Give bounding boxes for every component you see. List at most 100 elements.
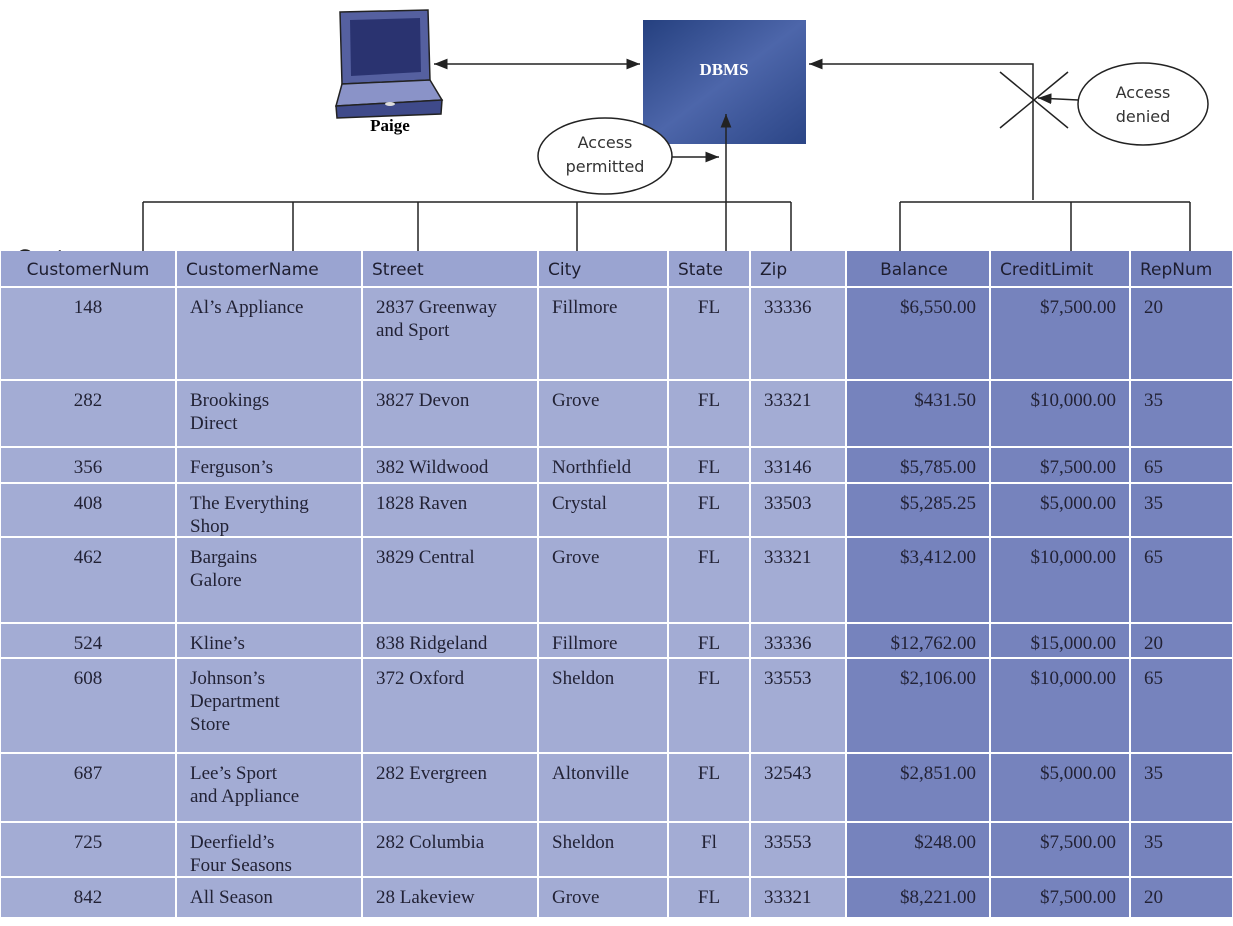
cell-text: 372 Oxford — [376, 668, 465, 689]
table-cell — [669, 448, 749, 482]
cell-text: 35 — [1144, 390, 1163, 411]
table-cell — [1, 878, 175, 917]
cell-text: Fl — [701, 832, 717, 853]
table-cell — [1131, 823, 1232, 876]
table-cell — [539, 659, 667, 752]
cell-text: 148 — [74, 297, 103, 318]
cell-line: and Sport — [376, 320, 450, 341]
table-cell — [991, 659, 1129, 752]
table-cell — [1, 484, 175, 536]
cell-text: FL — [698, 297, 720, 318]
cell-text: $7,500.00 — [1040, 887, 1116, 908]
table-cell — [1131, 754, 1232, 821]
table-cell — [1131, 381, 1232, 446]
cell-text: 33146 — [764, 457, 812, 478]
cell-text: 33553 — [764, 668, 812, 689]
cell-text: $7,500.00 — [1040, 457, 1116, 478]
cell-text: 524 — [74, 633, 103, 654]
table-cell — [669, 823, 749, 876]
table-cell — [1131, 448, 1232, 482]
cell-text: 65 — [1144, 457, 1163, 478]
table-cell — [177, 288, 361, 379]
cell-text: 1828 Raven — [376, 493, 468, 514]
table-cell — [177, 659, 361, 752]
table-cell — [991, 878, 1129, 917]
cell-text: Brookings Direct — [190, 390, 269, 434]
cell-text: 382 Wildwood — [376, 457, 489, 478]
table-cell — [1131, 624, 1232, 657]
table-cell — [363, 538, 537, 622]
table-cell — [751, 823, 845, 876]
table-cell — [991, 624, 1129, 657]
cell-text: 20 — [1144, 887, 1163, 908]
cell-text: Kline’s — [190, 633, 245, 654]
cell-line: Four Seasons — [190, 855, 292, 876]
table-cell — [847, 754, 989, 821]
cell-text: Fillmore — [552, 297, 617, 318]
cell-text: 28 Lakeview — [376, 887, 475, 908]
cell-text: 408 — [74, 493, 103, 514]
table-cell — [991, 288, 1129, 379]
table-cell — [539, 288, 667, 379]
cell-text: Grove — [552, 390, 599, 411]
customer-table: CustomerNum CustomerName Street City State Zi… — [1, 251, 1232, 917]
cell-text: 35 — [1144, 763, 1163, 784]
cell-text: 33503 — [764, 493, 812, 514]
table-cell — [847, 484, 989, 536]
table-cell — [177, 484, 361, 536]
cell-text: Sheldon — [552, 832, 615, 853]
dbms-label: DBMS — [699, 60, 748, 79]
cell-text: FL — [698, 457, 720, 478]
cell-text: FL — [698, 547, 720, 568]
cell-text: 356 — [74, 457, 103, 478]
cell-text: $248.00 — [914, 832, 976, 853]
table-cell — [1, 448, 175, 482]
laptop-icon — [335, 9, 444, 119]
table-cell — [177, 624, 361, 657]
header-cell — [991, 251, 1129, 286]
table-cell — [669, 288, 749, 379]
callout — [537, 117, 673, 195]
cell-text: $5,000.00 — [1040, 763, 1116, 784]
table-cell — [751, 878, 845, 917]
table-cell — [991, 754, 1129, 821]
table-cell — [1, 823, 175, 876]
cell-text: $8,221.00 — [900, 887, 976, 908]
cross — [999, 71, 1069, 129]
table-cell — [363, 659, 537, 752]
cell-text: Fillmore — [552, 633, 617, 654]
cell-text: Johnson’s Department Store — [190, 668, 280, 735]
cell-text: 33321 — [764, 547, 812, 568]
cell-text: 33321 — [764, 390, 812, 411]
header-text: Balance — [880, 260, 948, 280]
header-cell — [363, 251, 537, 286]
header-text: CreditLimit — [1000, 260, 1094, 280]
table-cell — [363, 624, 537, 657]
cell-text: 282 — [74, 390, 103, 411]
cell-text: 33321 — [764, 887, 812, 908]
cell-text: $10,000.00 — [1031, 390, 1117, 411]
cell-text: FL — [698, 390, 720, 411]
cell-line: Store — [190, 714, 230, 735]
header-cell — [1, 251, 175, 286]
table-cell — [669, 659, 749, 752]
header-text: RepNum — [1140, 260, 1212, 280]
cell-text: 725 — [74, 832, 103, 853]
table-cell — [539, 448, 667, 482]
cell-line: Lee’s Sport — [190, 763, 278, 784]
table-cell — [669, 754, 749, 821]
table-cell — [1, 538, 175, 622]
header-cell — [1131, 251, 1232, 286]
table-cell — [539, 484, 667, 536]
table-cell — [991, 538, 1129, 622]
cell-text: $6,550.00 — [900, 297, 976, 318]
dbms-box — [643, 20, 806, 144]
cell-text: FL — [698, 633, 720, 654]
table-cell — [1131, 538, 1232, 622]
table-cell — [177, 754, 361, 821]
header-text: Street — [372, 260, 424, 280]
table-cell — [847, 659, 989, 752]
cell-text: $7,500.00 — [1040, 832, 1116, 853]
cell-text: 35 — [1144, 832, 1163, 853]
